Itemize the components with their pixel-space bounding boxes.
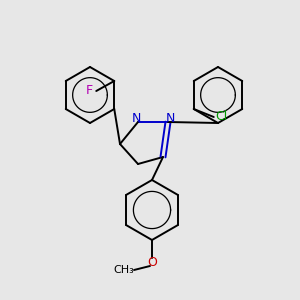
Text: Cl: Cl bbox=[216, 110, 228, 124]
Text: N: N bbox=[131, 112, 141, 125]
Text: F: F bbox=[86, 85, 93, 98]
Text: N: N bbox=[165, 112, 175, 125]
Text: CH₃: CH₃ bbox=[114, 265, 134, 275]
Text: O: O bbox=[147, 256, 157, 268]
